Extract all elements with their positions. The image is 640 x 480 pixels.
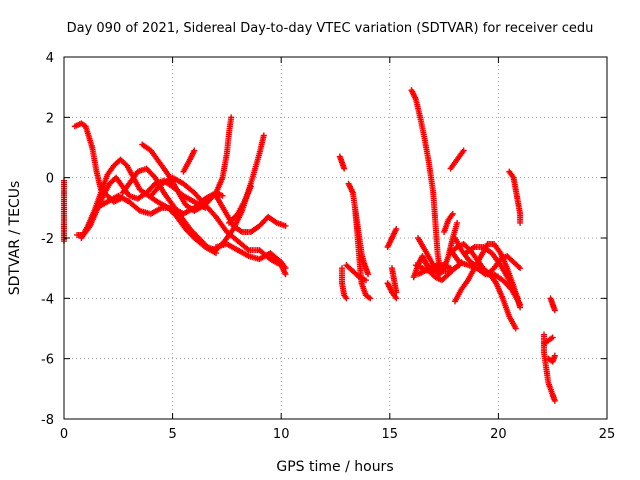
- series-t25: [415, 235, 463, 275]
- data-points: [61, 87, 558, 404]
- series-t20: [388, 265, 400, 296]
- series-t36: [545, 352, 558, 365]
- y-tick-label: 0: [46, 172, 54, 187]
- series-t16: [352, 204, 374, 302]
- axis-ticks: 0 5 10 15 20 25 -8 -6 -4 -2 0 2 4: [41, 51, 615, 442]
- series-t8: [147, 174, 289, 278]
- series-t19: [384, 280, 400, 302]
- x-tick-label: 10: [273, 427, 290, 442]
- series-t18: [384, 225, 400, 251]
- plot-frame: [63, 56, 608, 420]
- y-tick-label: 4: [46, 51, 54, 66]
- series-t5: [93, 189, 226, 217]
- y-tick-label: -8: [41, 413, 54, 428]
- series-t26: [441, 210, 456, 235]
- series-t21: [408, 87, 443, 272]
- series-t37: [547, 295, 558, 314]
- x-tick-label: 0: [60, 427, 68, 442]
- y-tick-label: -4: [41, 292, 54, 307]
- series-t14: [339, 265, 350, 302]
- y-axis-label: SDTVAR / TECUs: [7, 181, 23, 296]
- x-tick-label: 15: [382, 427, 399, 442]
- series-t11: [213, 192, 289, 235]
- grid-lines: [64, 57, 607, 419]
- chart-title: Day 090 of 2021, Sidereal Day-to-day VTE…: [67, 21, 594, 36]
- series-t33: [506, 168, 524, 226]
- series-t12: [226, 183, 254, 226]
- series-t13: [336, 153, 348, 172]
- x-axis-label: GPS time / hours: [276, 459, 393, 475]
- series-t35: [541, 334, 556, 347]
- series-t9: [180, 147, 198, 175]
- y-tick-label: 2: [46, 111, 54, 126]
- series-t28: [447, 147, 467, 172]
- series-t7: [139, 114, 235, 214]
- x-tick-label: 25: [599, 427, 616, 442]
- series-t17: [343, 262, 369, 284]
- series-t32: [462, 244, 521, 302]
- x-tick-label: 20: [490, 427, 507, 442]
- x-tick-label: 5: [168, 427, 176, 442]
- y-tick-label: -2: [41, 232, 54, 247]
- y-tick-label: -6: [41, 353, 54, 368]
- series-t10: [213, 241, 289, 272]
